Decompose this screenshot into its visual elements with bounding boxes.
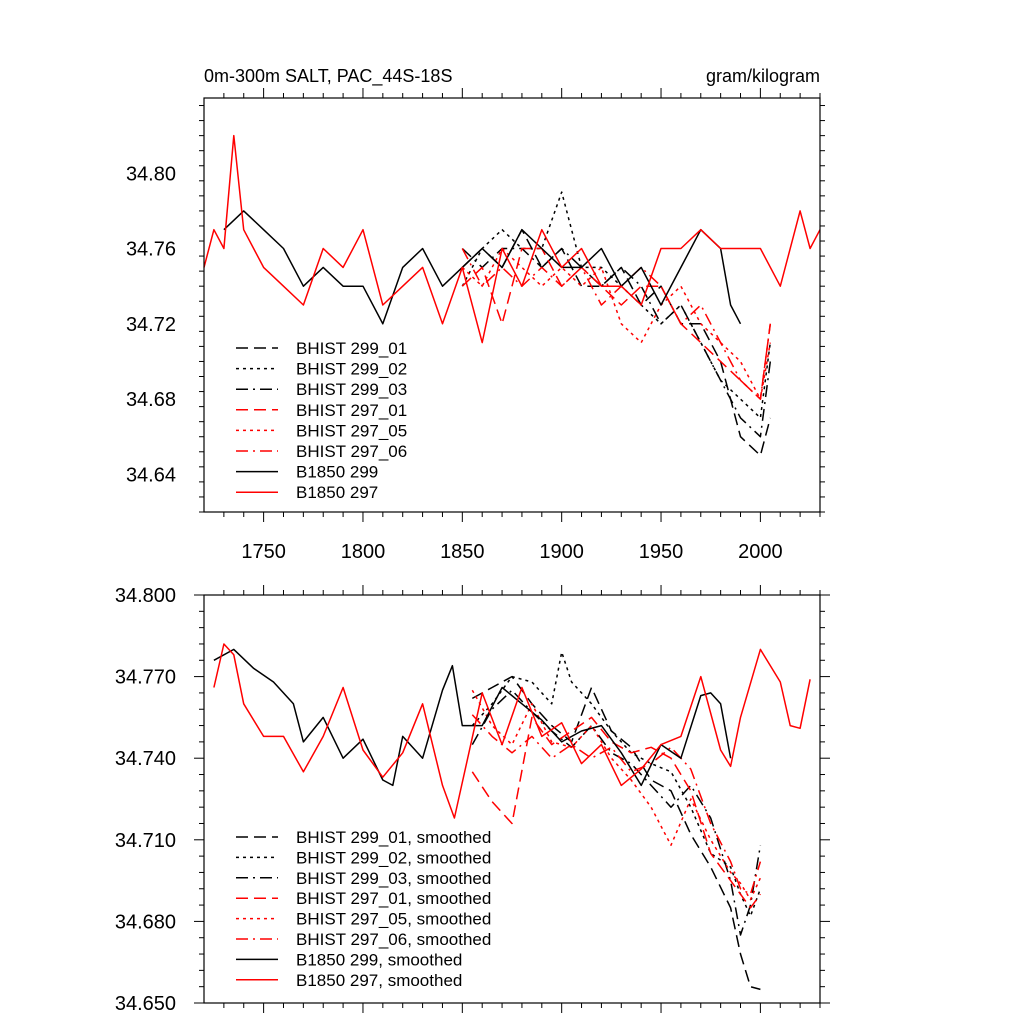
x-tick-label: 1950 (639, 541, 684, 563)
y-tick-label: 34.64 (126, 464, 176, 486)
x-tick-label: 1750 (241, 541, 286, 563)
y-tick-label: 34.76 (126, 239, 176, 261)
series-line-4 (471, 716, 762, 909)
series-line-1 (461, 228, 772, 457)
plot-frame (203, 97, 821, 513)
legend-label: BHIST 297_05 (296, 421, 407, 440)
series-line-6 (471, 714, 762, 895)
y-tick-label: 34.710 (115, 830, 176, 852)
y-tick-label: 34.80 (126, 163, 176, 185)
legend-label: B1850 297, smoothed (296, 971, 462, 990)
plot-frame (203, 594, 821, 1004)
series-line-3 (471, 689, 762, 936)
legend-label: BHIST 297_01 (296, 401, 407, 420)
y-tick-label: 34.680 (115, 911, 176, 933)
legend-label: BHIST 297_01, smoothed (296, 889, 491, 908)
series-line-5 (461, 247, 772, 400)
legend-label: BHIST 297_06 (296, 442, 407, 461)
y-tick-label: 34.770 (115, 667, 176, 689)
legend-label: BHIST 297_06, smoothed (296, 930, 491, 949)
series-line-8 (213, 643, 811, 819)
legend-label: BHIST 299_03 (296, 380, 407, 399)
bottom-smoothed-panel: 34.650 34.680 34.710 34.740 34.770 34.800 BHIS… (115, 585, 830, 1015)
x-tick-label: 2000 (738, 541, 783, 563)
legend-label: BHIST 299_02, smoothed (296, 848, 491, 867)
legend-label: BHIST 299_02 (296, 360, 407, 379)
top-panel-title: 0m-300m SALT, PAC_44S-18S (204, 66, 452, 87)
x-tick-label: 1800 (341, 541, 386, 563)
y-tick-label: 34.68 (126, 389, 176, 411)
legend-label: B1850 299 (296, 463, 378, 482)
series-line-5 (471, 689, 762, 901)
series-line-2 (471, 651, 762, 917)
y-tick-label: 34.650 (115, 993, 176, 1015)
x-tick-label: 1900 (539, 541, 584, 563)
y-tick-label: 34.800 (115, 585, 176, 607)
series-line-2 (461, 191, 772, 419)
y-tick-label: 34.72 (126, 314, 176, 336)
top-panel-units: gram/kilogram (706, 66, 820, 86)
legend-label: BHIST 297_05, smoothed (296, 910, 491, 929)
legend-label: BHIST 299_03, smoothed (296, 869, 491, 888)
series-line-3 (461, 247, 772, 438)
y-tick-label: 34.740 (115, 748, 176, 770)
legend-label: BHIST 299_01 (296, 339, 407, 358)
series-line-1 (471, 675, 761, 991)
legend-label: B1850 297 (296, 483, 378, 502)
legend-label: BHIST 299_01, smoothed (296, 828, 491, 847)
series-line-4 (461, 247, 772, 400)
x-tick-label: 1850 (440, 541, 485, 563)
series-line-8 (203, 134, 821, 344)
legend-label: B1850 299, smoothed (296, 950, 462, 969)
top-salinity-panel: 0m-300m SALT, PAC_44S-18S gram/kilogram … (126, 66, 825, 563)
